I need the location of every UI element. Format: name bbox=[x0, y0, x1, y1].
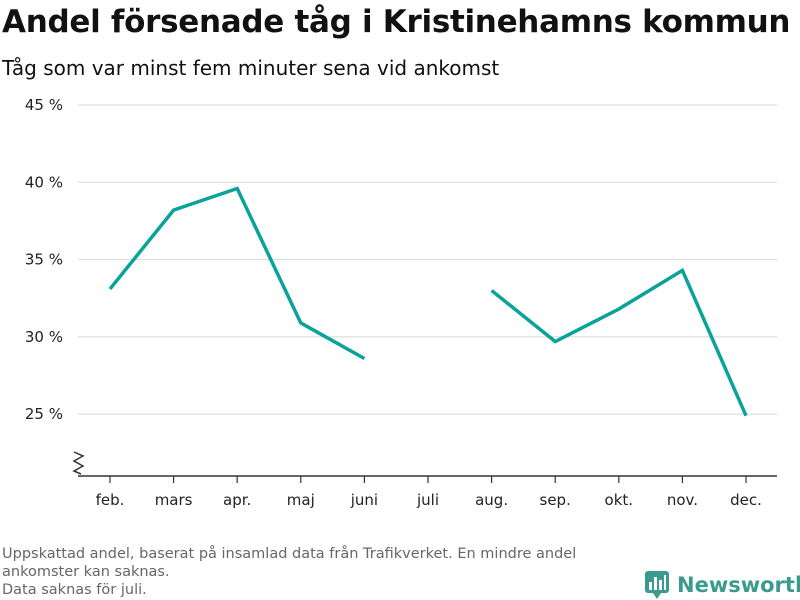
x-tick-label: feb. bbox=[96, 491, 125, 509]
brand-name: Newsworthy bbox=[677, 573, 800, 597]
x-tick-label: sep. bbox=[540, 491, 571, 509]
y-tick-label: 40 % bbox=[25, 173, 63, 191]
footnote-line-2: Data saknas för juli. bbox=[2, 582, 147, 598]
y-tick-label: 25 % bbox=[25, 405, 63, 423]
y-axis-labels: 25 % 30 % 35 % 40 % 45 % bbox=[25, 96, 63, 423]
chart-subtitle: Tåg som var minst fem minuter sena vid a… bbox=[2, 56, 500, 80]
y-tick-label: 45 % bbox=[25, 96, 63, 114]
x-axis-labels: feb. mars apr. maj juni juli aug. sep. okt. nov. d… bbox=[96, 491, 762, 509]
y-tick-label: 30 % bbox=[25, 328, 63, 346]
x-tick-label: juli bbox=[416, 491, 439, 509]
x-tick-label: apr. bbox=[223, 491, 251, 509]
x-tick-label: okt. bbox=[605, 491, 634, 509]
series-lines bbox=[108, 186, 748, 417]
x-tick-label: dec. bbox=[730, 491, 762, 509]
x-tick-label: nov. bbox=[667, 491, 698, 509]
x-tick-label: maj bbox=[287, 491, 315, 509]
x-tick-label: aug. bbox=[475, 491, 508, 509]
gridlines bbox=[78, 104, 777, 415]
line-chart: 25 % 30 % 35 % 40 % 45 % feb. mars apr. maj juni… bbox=[25, 96, 777, 509]
brand-logo: Newsworthy bbox=[644, 570, 800, 600]
x-tick-label: juni bbox=[350, 491, 378, 509]
chart-title: Andel försenade tåg i Kristinehamns komm… bbox=[2, 4, 791, 40]
y-tick-label: 35 % bbox=[25, 251, 63, 269]
x-tick-label: mars bbox=[155, 491, 193, 509]
x-axis-ticks bbox=[109, 476, 747, 483]
footnote: Uppskattad andel, baserat på insamlad da… bbox=[2, 545, 642, 599]
series-line-segment bbox=[490, 267, 748, 417]
series-line-segment bbox=[108, 186, 366, 361]
footnote-line-1: Uppskattad andel, baserat på insamlad da… bbox=[2, 546, 577, 580]
axis-break-icon bbox=[72, 451, 85, 475]
bar-chart-logo-icon bbox=[645, 571, 669, 599]
